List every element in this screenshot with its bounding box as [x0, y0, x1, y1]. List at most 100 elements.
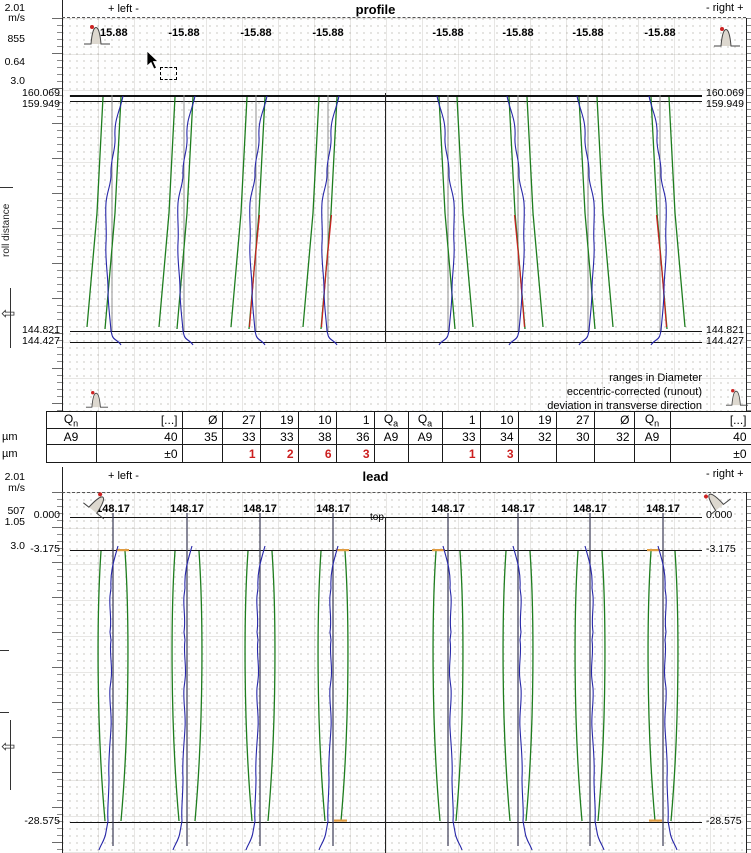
table-header-cell: 10	[479, 410, 519, 430]
bell-curve-icon[interactable]	[76, 486, 117, 527]
table-cell: 36	[335, 428, 375, 446]
table-cell: 2	[259, 444, 299, 464]
profile-upper-value-left-2: 159.949	[22, 98, 60, 110]
lead-track-5	[416, 510, 480, 853]
profile-track-2	[152, 93, 216, 356]
table-cell: 38	[297, 428, 337, 446]
profile-upper-line-1	[70, 95, 702, 97]
lead-direction-left-label: + left -	[108, 470, 139, 482]
table-cell: 40	[669, 428, 751, 446]
lead-line-0	[70, 517, 702, 518]
table-cell: 33	[441, 428, 481, 446]
table-cell: 30	[555, 428, 595, 446]
profile-center-divider	[385, 93, 386, 343]
profile-track-header: -15.88	[502, 27, 534, 39]
direction-arrow-icon: ⇦	[1, 737, 16, 757]
table-header-cell: 1	[441, 410, 481, 430]
profile-lower-value-left-1: 144.821	[22, 324, 60, 336]
lead-track-2	[155, 510, 219, 853]
profile-direction-right-label: - right +	[706, 2, 744, 14]
lead-value-right-0: 0.000	[706, 509, 733, 521]
lead-value-left-2: -28.575	[24, 815, 60, 827]
table-cell: 33	[221, 428, 261, 446]
profile-plot-area[interactable]	[62, 18, 746, 411]
profile-note-2: eccentric-corrected (runout)	[566, 386, 702, 398]
profile-axis-label: 0.64	[4, 56, 25, 68]
table-cell: 3	[479, 444, 519, 464]
table-cell	[517, 444, 557, 464]
profile-right-axis-line	[746, 18, 747, 411]
table-corner-cell	[0, 411, 47, 429]
table-cell: 33	[259, 428, 299, 446]
table-cell: 3	[335, 444, 375, 464]
table-cell: ±0	[669, 444, 751, 464]
table-cell: 1	[441, 444, 481, 464]
profile-upper-value-left-1: 160.069	[22, 87, 60, 99]
profile-track-7	[556, 93, 620, 356]
bell-curve-icon[interactable]	[712, 26, 742, 55]
lead-track-header: 148.17	[96, 503, 130, 515]
profile-lower-value-right-2: 144.427	[706, 335, 744, 347]
mouse-cursor	[146, 50, 159, 70]
table-header-cell: 19	[259, 410, 299, 430]
profile-axis-label: 855	[7, 33, 25, 45]
profile-note-3: deviation in transverse direction	[547, 400, 702, 412]
selection-marquee	[160, 67, 177, 80]
table-cell	[555, 444, 595, 464]
profile-chart-section: profile + left - - right + 2.01 m/s 855 0.6…	[0, 0, 751, 413]
table-header-cell: Qa	[373, 410, 409, 430]
lead-title: lead	[362, 469, 389, 484]
lead-axis-label: 2.01	[4, 471, 25, 483]
lead-axis-label: 3.0	[10, 540, 25, 552]
lead-track-header: 148.17	[646, 503, 680, 515]
table-header-cell: [...]	[669, 410, 751, 430]
table-header-cell: 10	[297, 410, 337, 430]
profile-lower-line-1	[70, 331, 702, 332]
profile-axis-label: m/s	[8, 12, 25, 24]
lead-center-divider	[385, 517, 386, 853]
profile-upper-value-right-1: 160.069	[706, 87, 744, 99]
profile-right-ruler-ticks	[747, 18, 751, 411]
table-cell	[181, 444, 223, 464]
lead-value-right-1: -3.175	[706, 543, 736, 555]
profile-direction-left-label: + left -	[108, 3, 139, 15]
lead-top-dashed-line	[62, 492, 746, 493]
bell-curve-icon[interactable]	[82, 24, 112, 53]
lead-track-header: 148.17	[316, 503, 350, 515]
table-cell: A9	[45, 428, 97, 446]
lead-track-header: 148.17	[573, 503, 607, 515]
table-cell	[373, 444, 409, 464]
profile-track-header: -15.88	[168, 27, 200, 39]
lead-track-8	[631, 510, 695, 853]
table-unit-label: µm	[0, 444, 47, 463]
bell-curve-icon[interactable]	[724, 388, 750, 413]
lead-track-header: 148.17	[431, 503, 465, 515]
table-header-cell: Ø	[181, 410, 223, 430]
profile-upper-value-right-2: 159.949	[706, 98, 744, 110]
bell-curve-icon[interactable]	[84, 390, 110, 415]
dimension-tick	[0, 650, 9, 651]
profile-title: profile	[355, 2, 396, 17]
lead-plot-area[interactable]	[62, 492, 746, 853]
roll-distance-axis-label: roll distance	[1, 203, 12, 257]
lead-track-header: 148.17	[501, 503, 535, 515]
table-header-cell: Qa	[407, 410, 443, 430]
lead-value-left-0: 0.000	[33, 509, 60, 521]
bell-curve-icon[interactable]	[696, 482, 737, 523]
table-cell: 32	[517, 428, 557, 446]
profile-track-5	[416, 93, 480, 356]
table-cell: 40	[95, 428, 183, 446]
profile-track-header: -15.88	[432, 27, 464, 39]
lead-direction-right-label: - right +	[706, 468, 744, 480]
lead-track-3	[228, 510, 292, 853]
lead-axis-label: m/s	[8, 482, 25, 494]
lead-left-axis-line	[62, 467, 63, 853]
table-header-cell: 19	[517, 410, 557, 430]
table-cell: 35	[181, 428, 223, 446]
lead-track-header: 148.17	[170, 503, 204, 515]
lead-line-2	[70, 822, 702, 823]
lead-value-right-2: -28.575	[706, 815, 742, 827]
profile-lower-value-right-1: 144.821	[706, 324, 744, 336]
profile-left-ruler-major-ticks	[52, 18, 62, 411]
